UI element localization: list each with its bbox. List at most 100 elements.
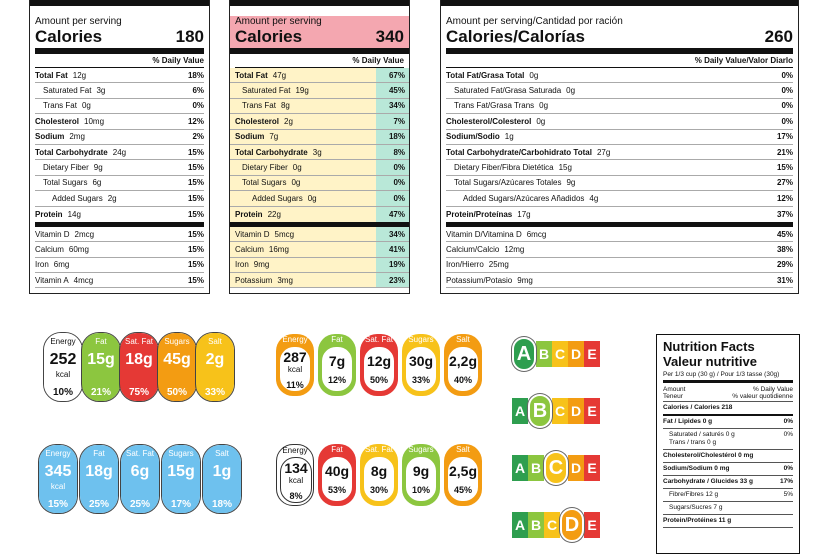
vitamin-amount: 3mg: [277, 275, 293, 285]
bilingual-row-line1: Saturated / saturés 0 g: [669, 431, 735, 438]
nutrition-label-2: Amount per serving Calories 340 % Daily V…: [229, 0, 410, 294]
nutrient-row: Trans Fat 8g 34%: [230, 98, 409, 115]
nutriscore-letter-a: A: [512, 337, 536, 371]
bilingual-row: Fibre/Fibres 12 g 5%: [663, 489, 793, 502]
nutrient-row: Total Carbohydrate 3g 8%: [230, 144, 409, 161]
nutriscore-letter-d: D: [568, 455, 584, 481]
pill-nutrient-name: Sugars: [164, 337, 190, 346]
bilingual-row-name: Fibre/Fibres 12 g: [663, 491, 718, 499]
dv-label: % Daily Value: [753, 386, 793, 393]
nutrient-daily-value: 6%: [192, 86, 204, 96]
bilingual-row-dv: 5%: [783, 491, 793, 498]
nutrient-row: Added Sugars 0g 0%: [230, 191, 409, 207]
nutrient-amount: 0g: [81, 101, 91, 111]
nutrient-name: Total Carbohydrate 24g: [35, 148, 126, 157]
nutrient-amount: 9g: [93, 163, 103, 173]
bilingual-nutrition-label: Nutrition Facts Valeur nutritive Per 1/3…: [656, 334, 800, 554]
nutriscore-letter-d: D: [560, 508, 584, 542]
nutrient-name: Dietary Fiber 0g: [230, 160, 376, 174]
vitamin-rows: Vitamin D/Vitamina D 6mcg 45% Calcium/Calci…: [446, 227, 793, 289]
nutrient-rows: Total Fat 47g 67% Saturated Fat 19g 45% Trans …: [230, 68, 409, 222]
pill-value: 18g: [85, 463, 113, 480]
calories-value: 340: [375, 27, 404, 46]
vitamin-label: Potassium/Potasio: [446, 275, 513, 285]
pill-value: 45g: [163, 351, 191, 368]
nutrient-name: Added Sugars/Azúcares Añadidos 4g: [446, 194, 598, 203]
bilingual-row-line1: Sodium/Sodium 0 mg: [663, 465, 730, 472]
badge-circle: 9g 10%: [405, 456, 437, 502]
bilingual-row-line1: Cholesterol/Cholestérol 0 mg: [663, 452, 754, 459]
pill-top: Salt 1g: [203, 445, 241, 493]
bilingual-row-name: Sugars/Sucres 7 g: [663, 504, 722, 512]
nutrient-daily-value: 15%: [187, 163, 204, 173]
vitamin-label: Vitamin D: [35, 229, 70, 239]
pill-top: Fat 18g: [80, 445, 118, 493]
nutrient-amount: 12g: [72, 70, 87, 80]
badge-nutrient-name: Sat. Fat: [364, 445, 393, 454]
nutrient-name: Trans Fat/Grasa Trans 0g: [446, 101, 548, 110]
nutrient-daily-value: 12%: [776, 193, 793, 203]
serving-size: Per 1/3 cup (30 g) / Pour 1/3 tasse (30g…: [663, 371, 793, 383]
pill-nutrient-name: Sugars: [168, 449, 194, 458]
nutrient-row: Cholesterol 2g 7%: [230, 114, 409, 130]
pill-value: 345: [44, 463, 72, 480]
nutrient-row: Total Fat 47g 67%: [230, 68, 409, 84]
nutrient-label: Cholesterol: [235, 116, 280, 126]
nutriscore-letter-e: E: [584, 455, 600, 481]
nutrient-name: Cholesterol/Colesterol 0g: [446, 117, 545, 126]
nutriscore-letter-c: C: [552, 398, 568, 424]
badge-percent: 50%: [369, 375, 388, 385]
nutrient-daily-value: 0%: [376, 175, 409, 191]
nutrient-label: Total Sugars: [242, 178, 287, 188]
nutrient-daily-value: 18%: [187, 70, 204, 80]
nutrient-name: Sodium 2mg: [35, 132, 85, 141]
nutrient-row: Dietary Fiber 9g 15%: [35, 160, 204, 176]
badge-percent: 45%: [453, 485, 472, 495]
top-bar: [441, 0, 798, 6]
nutrient-amount: 3g: [312, 147, 322, 157]
calories-value: 260: [764, 27, 793, 46]
nutriscore-letter-d: D: [568, 398, 584, 424]
nutrient-amount: 22g: [267, 209, 281, 219]
nutrient-daily-value: 0%: [781, 86, 793, 96]
nutriscore-letter-a: A: [512, 398, 528, 424]
nutrient-amount: 0g: [539, 101, 549, 111]
vitamin-row: Calcium 60mg 15%: [35, 242, 204, 258]
nutrient-label: Added Sugars/Azúcares Añadidos: [463, 193, 585, 203]
pill-percent: 50%: [158, 381, 196, 401]
nutrient-daily-value: 45%: [376, 83, 409, 98]
nutriscore-letter-b: B: [536, 341, 552, 367]
column-header: Amount Teneur % Daily Value% valeur quoti…: [663, 385, 793, 402]
nutrient-name: Total Carbohydrate/Carbohidrato Total 27g: [446, 148, 610, 157]
nutrient-row: Cholesterol/Colesterol 0g 0%: [446, 114, 793, 130]
badge-percent: 40%: [453, 375, 472, 385]
badge-percent: 12%: [327, 375, 346, 385]
badge-nutrient-name: Salt: [456, 335, 470, 344]
pill-percent: 15%: [39, 493, 77, 513]
nutrient-daily-value: 15%: [776, 163, 793, 173]
nutrient-name: Sodium 7g: [230, 130, 376, 144]
nutrient-daily-value: 0%: [376, 160, 409, 175]
bilingual-row-name: Protein/Protéines 11 g: [663, 517, 731, 525]
badge-value: 40g: [324, 463, 350, 479]
pill-value: 1g: [212, 463, 232, 480]
pill-percent: 25%: [121, 493, 159, 513]
nutrient-label: Total Carbohydrate/Carbohidrato Total: [446, 147, 592, 157]
vitamin-label: Calcium: [235, 244, 264, 254]
badge-value: 2,2g: [448, 353, 477, 369]
nutrient-amount: 0g: [529, 70, 539, 80]
vitamin-label: Calcium: [35, 244, 64, 254]
pill-value: 2g: [205, 351, 225, 368]
nutrient-name: Total Carbohydrate 3g: [230, 145, 376, 159]
vitamin-label: Iron/Hierro: [446, 260, 484, 270]
vitamin-row: Calcium/Calcio 12mg 38%: [446, 242, 793, 258]
badge-circle: 8g 30%: [363, 456, 395, 502]
bilingual-row-name: Cholesterol/Cholestérol 0 mg: [663, 452, 753, 460]
badge-nutrient-name: Energy: [282, 335, 308, 344]
badge-unit: kcal: [287, 364, 303, 374]
nutriscore-letter-a: A: [512, 512, 528, 538]
pill-top: Sugars 45g: [158, 333, 196, 381]
vitamin-row: Vitamin D 5mcg 34%: [230, 226, 409, 243]
nutrient-row: Sodium 7g 18%: [230, 129, 409, 145]
